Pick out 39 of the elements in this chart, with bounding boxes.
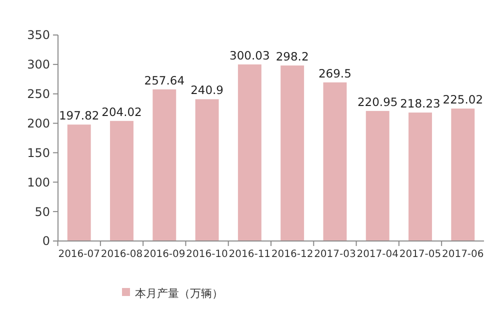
y-tick-label: 0 [42,234,50,248]
bar [366,110,390,241]
x-tick-label: 2017-04 [356,249,399,260]
bar [238,64,262,241]
bar [67,124,91,241]
x-tick-label: 2016-07 [58,249,100,260]
legend-label: 本月产量（万辆） [135,286,223,300]
bar [152,89,176,241]
y-tick-label: 100 [27,175,50,190]
x-tick-label: 2017-05 [399,249,442,260]
data-label: 197.82 [58,108,100,123]
x-tick-label: 2016-08 [100,249,143,260]
bar [280,65,304,241]
x-tick-label: 2017-06 [442,249,484,260]
data-label: 257.64 [144,73,185,88]
data-label: 300.03 [230,48,270,62]
data-label: 218.23 [400,96,440,111]
bar [451,108,475,241]
x-tick-label: 2016-11 [228,249,271,260]
data-label: 298.2 [276,49,309,64]
data-label: 220.95 [357,94,398,109]
x-tick-label: 2016-09 [143,249,186,260]
y-tick-label: 200 [27,116,50,130]
data-label: 240.9 [190,83,224,98]
bar [195,99,219,241]
data-label: 269.5 [318,66,352,80]
y-tick-label: 150 [27,146,50,160]
x-tick-label: 2016-12 [271,249,314,260]
bar [323,82,347,241]
y-tick-label: 350 [27,28,50,42]
x-tick-label: 2017-03 [314,249,356,260]
y-tick-label: 300 [27,58,50,72]
bar [408,112,432,241]
data-label: 225.02 [442,92,484,107]
bar [110,120,134,241]
y-tick-label: 250 [27,87,50,102]
y-tick-label: 50 [34,204,50,219]
x-tick-label: 2016-10 [186,249,228,260]
data-label: 204.02 [102,104,142,119]
